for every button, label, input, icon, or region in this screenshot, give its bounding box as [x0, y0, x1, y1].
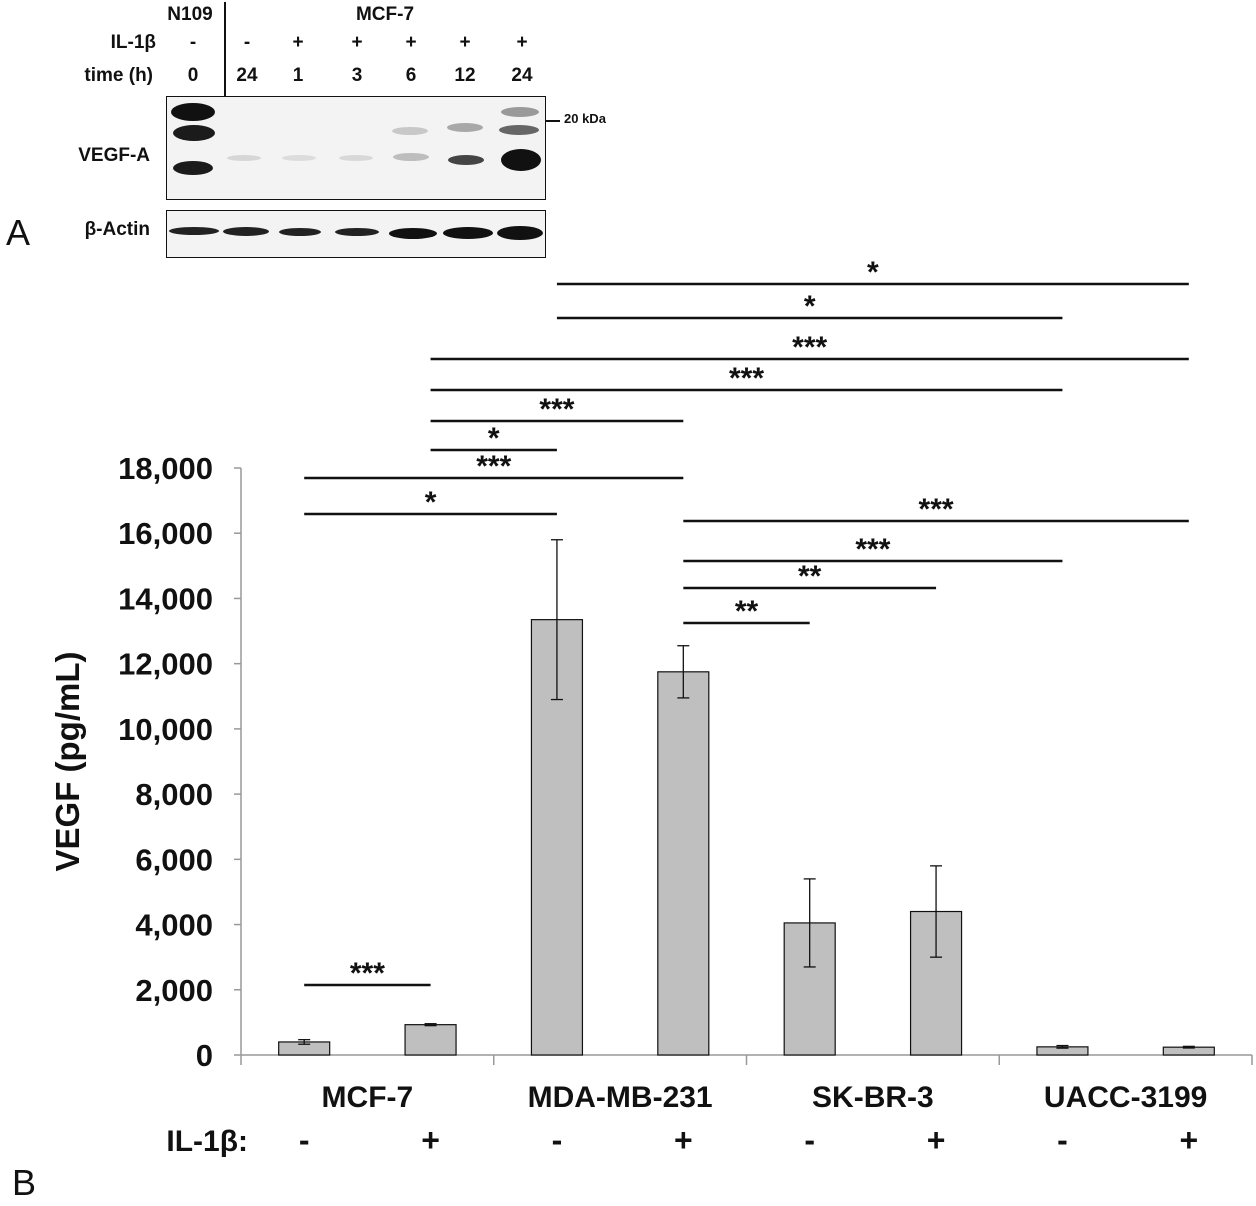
y-tick-label: 0: [196, 1038, 213, 1073]
y-tick-label: 2,000: [135, 973, 213, 1008]
band: [279, 228, 321, 236]
treated-cell-line-label: MCF-7: [355, 4, 415, 25]
y-tick-label: 18,000: [118, 451, 213, 486]
significance-label: ***: [539, 393, 574, 426]
y-tick-label: 12,000: [118, 647, 213, 682]
group-label: MCF-7: [322, 1081, 414, 1114]
band: [173, 161, 213, 175]
molecular-weight-marker: 20 kDa: [564, 111, 606, 126]
lane-4-treatment: +: [351, 32, 363, 53]
panel-a-letter: A: [6, 212, 31, 253]
band: [501, 107, 539, 117]
significance-label: **: [735, 595, 759, 628]
vegf-a-blot-label: VEGF-A: [78, 145, 150, 166]
y-tick-label: 8,000: [135, 777, 213, 812]
band: [339, 155, 373, 161]
lane-3-time: 1: [292, 65, 304, 86]
treatment-sign: -: [1057, 1122, 1068, 1158]
significance-label: **: [798, 560, 822, 593]
lane-6-time: 12: [454, 65, 476, 86]
actin-blot-label: β-Actin: [84, 219, 150, 240]
significance-label: *: [488, 422, 500, 455]
treatment-sign: +: [421, 1122, 440, 1158]
lane-5-time: 6: [405, 65, 417, 86]
band: [447, 123, 483, 132]
band: [392, 127, 428, 135]
molecular-weight-tick: [546, 120, 560, 122]
y-axis-title: VEGF (pg/mL): [49, 652, 86, 872]
lane-4-time: 3: [351, 65, 363, 86]
lane-7-treatment: +: [516, 32, 528, 53]
band: [443, 227, 493, 239]
band: [227, 155, 261, 161]
y-tick-label: 14,000: [118, 581, 213, 616]
significance-label: *: [867, 256, 879, 289]
time-row-label: time (h): [84, 65, 153, 86]
bar: [404, 1024, 457, 1056]
treatment-sign: -: [804, 1122, 815, 1158]
lane-6-treatment: +: [459, 32, 471, 53]
y-tick-label: 6,000: [135, 842, 213, 877]
significance-label: ***: [350, 957, 385, 990]
band: [393, 153, 429, 161]
band: [223, 227, 269, 236]
lane-2-treatment: -: [243, 32, 251, 53]
significance-label: ***: [729, 362, 764, 395]
band: [497, 226, 543, 240]
lane-divider: [224, 2, 226, 96]
band: [171, 103, 215, 121]
significance-label: ***: [855, 533, 890, 566]
lane-1-time: 0: [187, 65, 199, 86]
band: [173, 125, 215, 141]
actin-blot-image: [166, 210, 546, 258]
lane-1-treatment: -: [189, 32, 197, 53]
group-label: UACC-3199: [1044, 1081, 1207, 1114]
treatment-sign: -: [299, 1122, 310, 1158]
y-tick-label: 10,000: [118, 712, 213, 747]
lane-2-time: 24: [236, 65, 258, 86]
band: [169, 227, 219, 235]
bar: [657, 671, 710, 1056]
significance-label: *: [804, 290, 816, 323]
lane-7-time: 24: [511, 65, 533, 86]
significance-label: *: [425, 486, 437, 519]
lane-5-treatment: +: [405, 32, 417, 53]
y-tick-label: 16,000: [118, 516, 213, 551]
control-cell-line-label: N109: [167, 4, 213, 25]
band: [282, 155, 316, 161]
significance-label: ***: [476, 450, 511, 483]
lane-3-treatment: +: [292, 32, 304, 53]
treatment-row-title: IL-1β:: [166, 1125, 248, 1158]
treatment-sign: +: [927, 1122, 946, 1158]
band: [501, 149, 541, 171]
treatment-sign: -: [552, 1122, 563, 1158]
panel-b-letter: B: [12, 1162, 37, 1203]
band: [389, 228, 437, 239]
group-label: SK-BR-3: [812, 1081, 934, 1114]
band: [448, 155, 484, 165]
y-tick-label: 4,000: [135, 908, 213, 943]
treatment-sign: +: [1179, 1122, 1198, 1158]
significance-label: ***: [919, 493, 954, 526]
vegf-a-blot-image: [166, 96, 546, 200]
group-label: MDA-MB-231: [528, 1081, 713, 1114]
treatment-row-label: IL-1β: [110, 32, 156, 53]
band: [499, 125, 539, 135]
significance-label: ***: [792, 331, 827, 364]
treatment-sign: +: [674, 1122, 693, 1158]
band: [335, 228, 379, 236]
